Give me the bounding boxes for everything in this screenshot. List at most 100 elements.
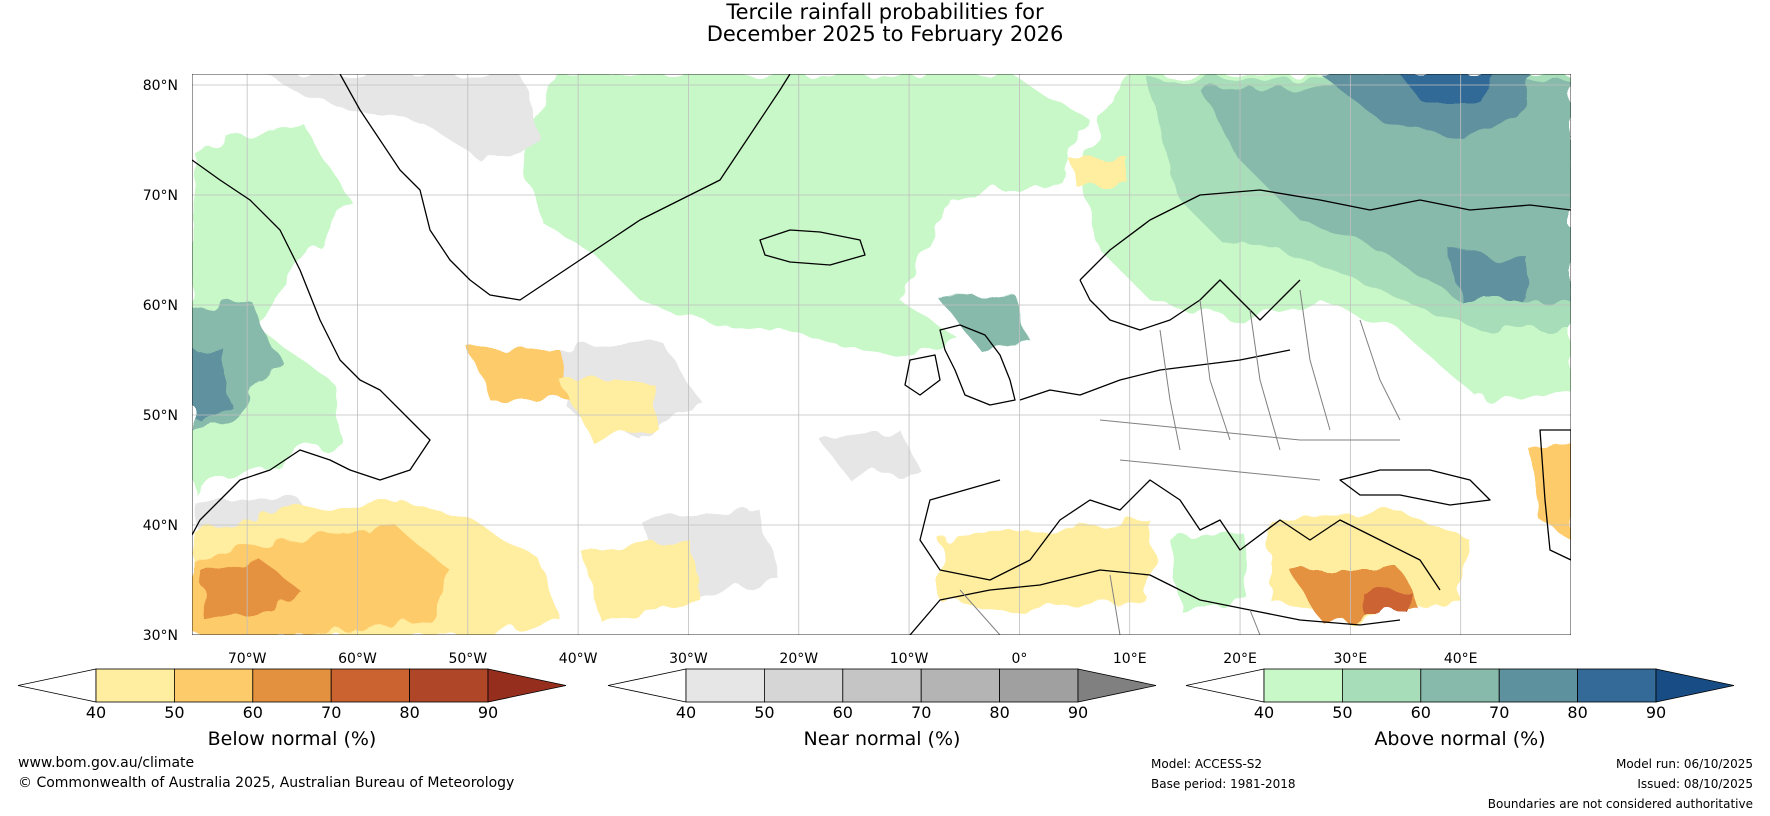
border-10 [1249,609,1261,635]
shade-above-barents-peak [1400,74,1500,100]
shade-below-newfoundland-east [470,350,570,400]
colorbar-above-normal: 40 50 60 70 80 90 [1185,668,1735,722]
base-period: Base period: 1981-2018 [1151,777,1296,791]
colorbar-tick-label: 50 [164,703,184,722]
colorbar-tick-label: 70 [321,703,341,722]
country-borders [959,289,1401,635]
issued-date: Issued: 08/10/2025 [1637,777,1753,791]
longitude-label: 30°W [669,651,708,667]
longitude-label: 40°W [559,651,598,667]
disclaimer: Boundaries are not considered authoritat… [1487,797,1753,811]
longitude-label: 10°W [890,651,929,667]
longitude-label: 20°E [1223,651,1257,667]
longitude-label: 20°W [779,651,818,667]
copyright: © Commonwealth of Australia 2025, Austra… [18,775,515,791]
map-plot-area [192,74,1571,635]
website-link[interactable]: www.bom.gov.au/climate [18,755,195,771]
colorbar-extend-high [487,668,567,703]
latitude-label: 40°N [143,518,178,534]
north-america-coast [192,159,431,536]
longitude-label: 70°W [228,651,267,667]
colorbar-segment [764,668,844,703]
coastlines [192,74,1571,635]
border-2 [1199,299,1231,441]
longitude-label: 30°E [1334,651,1368,667]
caspian-coast [1539,429,1571,561]
border-1 [1159,329,1181,451]
longitude-label: 60°W [338,651,377,667]
colorbar-segment [173,668,254,703]
colorbar-segment [1420,668,1500,703]
north-europe-coast [1019,349,1291,401]
colorbar-segment [1577,668,1657,703]
colorbar-near-label: Near normal (%) [803,728,961,750]
colorbar-tick-label: 60 [833,703,853,722]
longitude-label: 40°E [1444,651,1478,667]
shade-above-russia [1450,250,1530,300]
greenland-coast [339,74,791,301]
colorbar-tick-label: 90 [478,703,498,722]
colorbar-segment [95,668,175,703]
map-title-line-1: Tercile rainfall probabilities for [726,0,1044,24]
colorbar-extend-low [607,668,687,703]
colorbar-segment [252,668,332,703]
north-africa-coast [909,569,1401,635]
colorbar-segment [330,668,411,703]
shade-above-labrador-peak [192,345,230,420]
colorbar-tick-label: 80 [1567,703,1587,722]
colorbar-extend-low [1185,668,1265,703]
longitude-label: 50°W [448,651,487,667]
border-4 [1299,289,1331,431]
border-8 [959,589,1001,635]
shade-above-algeria [1170,530,1250,610]
colorbar-tick-label: 90 [1068,703,1088,722]
black-sea-coast [1339,469,1491,506]
colorbar-below-label: Below normal (%) [207,728,377,750]
shade-below-west-atlantic-high [200,560,300,620]
shade-below-norwegian-sea [1070,160,1130,185]
model-run: Model run: 06/10/2025 [1615,757,1753,771]
shade-above-north-atlantic [520,74,1090,360]
colorbar-tick-label: 40 [1254,703,1274,722]
latitude-label: 80°N [143,78,178,94]
border-5 [1359,319,1401,421]
border-6 [1099,419,1400,441]
colorbar-segment [999,668,1079,703]
colorbar-tick-label: 40 [86,703,106,722]
colorbar-tick-label: 40 [676,703,696,722]
latitude-label: 50°N [143,408,178,424]
latitude-label: 60°N [143,298,178,314]
shade-below-canaries-west [580,540,700,620]
colorbar-tick-label: 80 [399,703,419,722]
colorbar-near-normal: 40 50 60 70 80 90 [607,668,1157,722]
shade-below-mid-atlantic [560,380,660,440]
map-title-line-2: December 2025 to February 2026 [706,22,1064,46]
colorbar-tick-label: 70 [1489,703,1509,722]
graticule [192,74,1571,635]
longitude-label: 0° [1011,651,1027,667]
colorbar-above-label: Above normal (%) [1374,728,1546,750]
colorbar-tick-label: 60 [243,703,263,722]
model-info: Model: ACCESS-S2 [1151,757,1263,771]
border-7 [1119,459,1321,481]
colorbar-tick-label: 50 [1332,703,1352,722]
latitude-label: 70°N [143,188,178,204]
colorbar-segment [842,668,922,703]
border-3 [1249,309,1281,451]
colorbar-extend-high [1655,668,1735,703]
colorbar-tick-label: 60 [1411,703,1431,722]
shade-below-north-africa [940,520,1150,610]
colorbar-below-normal: 40 50 60 70 80 90 [17,668,567,722]
iceland-coast [759,229,866,266]
colorbar-segment [1498,668,1578,703]
colorbar-tick-label: 80 [989,703,1009,722]
colorbar-segment [1263,668,1343,703]
shade-below-levant-peak [1360,590,1410,615]
colorbar-segment [1342,668,1422,703]
ireland-coast [904,354,941,396]
shade-above-scandinavia-high [1200,80,1571,300]
shade-below-caspian [1530,440,1571,540]
colorbar-tick-label: 90 [1646,703,1666,722]
